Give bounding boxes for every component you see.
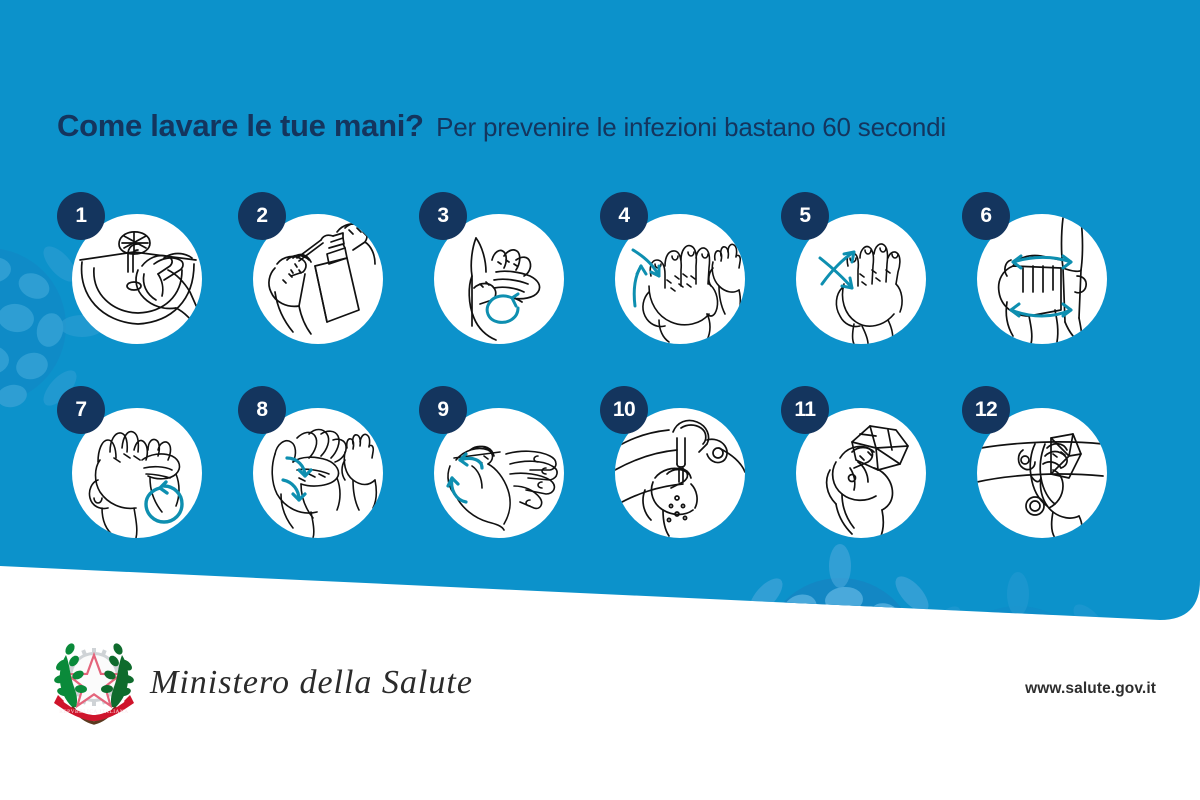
step-11-illustration <box>796 408 926 538</box>
step-4: 4 <box>600 192 752 344</box>
step-1-illustration <box>72 214 202 344</box>
step-11-badge: 11 <box>781 386 829 434</box>
step-12-illustration <box>977 408 1107 538</box>
steps-grid: 1 <box>57 192 1147 562</box>
svg-text:REPVBBLICA ITALIANA: REPVBBLICA ITALIANA <box>59 709 128 715</box>
step-8: 8 <box>238 386 390 538</box>
step-4-badge: 4 <box>600 192 648 240</box>
step-2: 2 <box>238 192 390 344</box>
step-6-badge: 6 <box>962 192 1010 240</box>
step-5-badge: 5 <box>781 192 829 240</box>
step-6: 6 <box>962 192 1114 344</box>
step-6-illustration <box>977 214 1107 344</box>
step-12-badge: 12 <box>962 386 1010 434</box>
step-9-badge: 9 <box>419 386 467 434</box>
step-5: 5 <box>781 192 933 344</box>
step-1: 1 <box>57 192 209 344</box>
website-url[interactable]: www.salute.gov.it <box>1025 680 1156 697</box>
steps-row-2: 7 <box>57 386 1147 562</box>
step-9: 9 <box>419 386 571 538</box>
steps-row-1: 1 <box>57 192 1147 368</box>
italian-republic-emblem: REPVBBLICA ITALIANA <box>48 635 140 727</box>
step-9-illustration <box>434 408 564 538</box>
step-3-badge: 3 <box>419 192 467 240</box>
header: Come lavare le tue mani? Per prevenire l… <box>57 108 946 144</box>
footer: REPVBBLICA ITALIANA Ministero della Salu… <box>0 618 1200 738</box>
step-12: 12 <box>962 386 1114 538</box>
step-11: 11 <box>781 386 933 538</box>
page-title: Come lavare le tue mani? <box>57 108 424 143</box>
ministry-name: Ministero della Salute <box>150 664 473 701</box>
step-1-badge: 1 <box>57 192 105 240</box>
step-2-badge: 2 <box>238 192 286 240</box>
step-3: 3 <box>419 192 571 344</box>
step-8-badge: 8 <box>238 386 286 434</box>
step-10: 10 <box>600 386 752 538</box>
page-subtitle: Per prevenire le infezioni bastano 60 se… <box>436 112 947 142</box>
step-7: 7 <box>57 386 209 538</box>
step-7-badge: 7 <box>57 386 105 434</box>
step-10-badge: 10 <box>600 386 648 434</box>
